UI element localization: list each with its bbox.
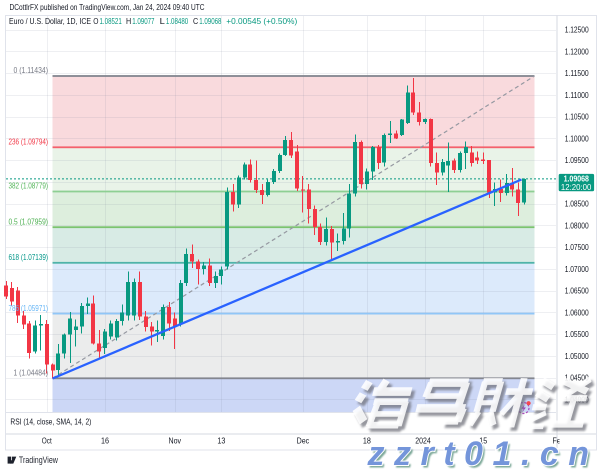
svg-text:Euro / U.S. Dollar, 1D, ICE: Euro / U.S. Dollar, 1D, ICE [9, 17, 91, 26]
svg-text:L: L [160, 17, 166, 26]
svg-text:12:20:00: 12:20:00 [561, 183, 592, 192]
svg-text:Oct: Oct [42, 437, 53, 446]
svg-text:0 (1.11434): 0 (1.11434) [14, 66, 49, 75]
svg-text:1.04500: 1.04500 [565, 373, 589, 383]
svg-text:0.5 (1.07959): 0.5 (1.07959) [9, 217, 49, 226]
svg-text:15: 15 [479, 437, 487, 446]
svg-text:1.09068: 1.09068 [199, 17, 222, 26]
svg-text:1.08480: 1.08480 [166, 17, 189, 26]
svg-text:1.05500: 1.05500 [565, 329, 589, 339]
svg-text:1.07000: 1.07000 [565, 264, 589, 274]
svg-text:Dec: Dec [297, 437, 310, 446]
svg-text:1.12500: 1.12500 [565, 25, 589, 35]
svg-text:1.07500: 1.07500 [565, 242, 589, 252]
svg-text:13: 13 [217, 437, 225, 446]
svg-text:+0.00545 (+0.50%): +0.00545 (+0.50%) [226, 17, 297, 26]
svg-text:Feb: Feb [553, 437, 565, 446]
svg-text:1.06500: 1.06500 [565, 286, 589, 296]
svg-text:TradingView: TradingView [19, 455, 58, 465]
svg-text:786 (1.05971): 786 (1.05971) [9, 304, 49, 313]
svg-text:1.08521: 1.08521 [100, 17, 123, 26]
svg-text:2024: 2024 [415, 437, 431, 446]
svg-text:1.06000: 1.06000 [565, 307, 589, 317]
svg-text:RSI (14, close, SMA, 14, 2): RSI (14, close, SMA, 14, 2) [10, 417, 91, 426]
svg-text:1.11000: 1.11000 [565, 90, 589, 100]
svg-text:1.09500: 1.09500 [565, 155, 589, 165]
svg-text:1 (1.04484): 1 (1.04484) [14, 369, 49, 378]
svg-text:1.08000: 1.08000 [565, 220, 589, 230]
svg-text:O: O [93, 17, 98, 26]
svg-text:1.12000: 1.12000 [565, 46, 589, 56]
svg-text:1.09068: 1.09068 [564, 175, 590, 184]
svg-text:zzrt01.cn: zzrt01.cn [367, 435, 599, 470]
svg-text:16: 16 [101, 437, 109, 446]
svg-text:1.10000: 1.10000 [565, 133, 589, 143]
svg-text:1.05000: 1.05000 [565, 351, 589, 361]
svg-text:1.11500: 1.11500 [565, 68, 589, 78]
svg-text:382 (1.08779): 382 (1.08779) [9, 182, 49, 191]
svg-text:1.08500: 1.08500 [565, 199, 589, 209]
svg-text:236 (1.09794): 236 (1.09794) [9, 138, 49, 147]
svg-text:zzrt01.cn: zzrt01.cn [369, 437, 601, 470]
svg-text:1.10500: 1.10500 [565, 112, 589, 122]
svg-text:18: 18 [363, 437, 371, 446]
svg-text:618 (1.07139): 618 (1.07139) [9, 253, 49, 262]
svg-text:DCottlrFX published on Trading: DCottlrFX published on TradingView.com, … [10, 3, 205, 12]
svg-text:1.09077: 1.09077 [132, 17, 155, 26]
svg-text:C: C [193, 17, 198, 26]
svg-text:Nov: Nov [169, 437, 182, 446]
svg-text:H: H [126, 17, 131, 26]
